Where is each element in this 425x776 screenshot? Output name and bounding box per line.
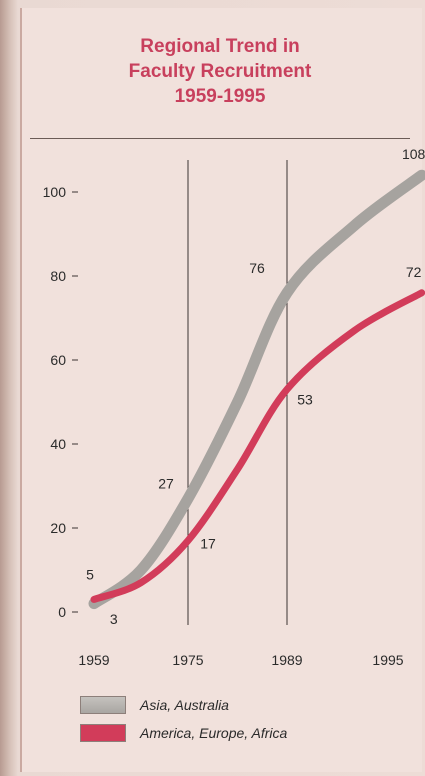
series-line-america-europe-africa [90,289,425,603]
series-line-asia-australia [88,169,425,610]
data-label-asia-australia-0: 27 [158,476,174,492]
y-tick-label-40: 40 [50,436,66,452]
data-label-america-europe-africa-1: 3 [110,611,118,627]
y-tick-label-0: 0 [58,604,66,620]
legend-swatch-america-europe-africa [80,724,126,742]
data-label-america-europe-africa-3: 53 [297,391,313,407]
data-label-america-europe-africa-2: 17 [200,536,216,552]
title-line-3: 1959-1995 [174,86,266,107]
data-label-america-europe-africa-4: 72 [406,264,422,280]
x-tick-label-1959: 1959 [78,652,109,668]
x-tick-label-1989: 1989 [271,652,302,668]
legend-label-asia-australia: Asia, Australia [140,697,229,713]
y-tick-label-100: 100 [43,184,67,200]
data-label-america-europe-africa-0: 5 [86,566,94,582]
legend-item-america-europe-africa: America, Europe, Africa [80,723,287,743]
title-divider [30,138,410,139]
chart-title: Regional Trend in Faculty Recruitment 19… [20,34,420,109]
data-label-asia-australia-2: 108 [402,146,425,162]
data-label-asia-australia-1: 76 [249,260,265,276]
legend-item-asia-australia: Asia, Australia [80,695,229,715]
legend-label-america-europe-africa: America, Europe, Africa [140,725,288,741]
x-tick-label-1975: 1975 [172,652,203,668]
legend: Asia, Australia America, Europe, Africa [80,695,400,755]
y-tick-label-20: 20 [50,520,66,536]
title-line-1: Regional Trend in [140,36,300,57]
y-tick-label-60: 60 [50,352,66,368]
legend-swatch-asia-australia [80,696,126,714]
title-line-2: Faculty Recruitment [128,61,312,82]
chart-panel [20,8,422,772]
x-tick-label-1995: 1995 [372,652,403,668]
y-tick-label-80: 80 [50,268,66,284]
